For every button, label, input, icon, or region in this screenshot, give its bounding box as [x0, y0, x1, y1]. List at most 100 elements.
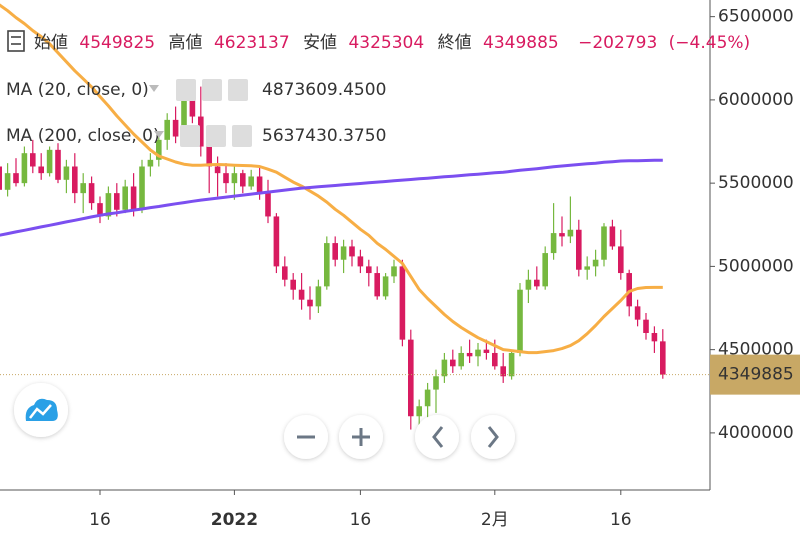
candle-body: [13, 173, 19, 184]
candle-body: [584, 266, 590, 270]
y-tick-label: 5000000: [718, 256, 794, 276]
candle-body: [634, 306, 641, 320]
candle-body: [466, 352, 473, 357]
ma-legend-value: 4873609.4500: [262, 80, 386, 100]
candle-body: [315, 286, 322, 307]
candle-body: [0, 166, 2, 190]
candle-body: [651, 332, 658, 342]
candle-body: [147, 159, 154, 167]
candle-body: [416, 406, 422, 417]
price-label-box: [710, 354, 800, 395]
candle-body: [4, 173, 11, 190]
x-tick-label: 16: [89, 510, 111, 530]
candle-body: [391, 266, 397, 277]
ma-legend-name: MA (200, close, 0): [6, 126, 160, 146]
candle-body: [164, 119, 170, 140]
high-label: 高値: [169, 33, 203, 53]
candle-body: [340, 246, 347, 260]
close-label: 終値: [438, 33, 472, 53]
candle-body: [290, 279, 296, 290]
zoom-in-button[interactable]: [339, 415, 383, 459]
candle-body: [366, 266, 372, 274]
zoom-out-button[interactable]: [284, 415, 328, 459]
candle-body: [46, 149, 53, 174]
x-tick-label: 2022: [211, 510, 258, 530]
candle-body: [97, 203, 103, 217]
candle-body: [626, 273, 632, 307]
candle-body: [408, 339, 414, 417]
menu-icon[interactable]: [7, 30, 25, 52]
candle-body: [273, 216, 280, 267]
candle-body: [601, 226, 607, 260]
candle-body: [72, 166, 78, 194]
candle-body: [525, 279, 532, 290]
candle-body: [542, 253, 548, 287]
candle-body: [30, 153, 36, 167]
candle-body: [88, 183, 95, 204]
scroll-right-button[interactable]: [471, 415, 515, 459]
candle-body: [282, 266, 288, 280]
change-percent: (−4.45%): [669, 33, 751, 53]
candle-body: [248, 176, 254, 187]
candle-body: [265, 193, 271, 217]
candle-body: [458, 352, 464, 367]
candle-body: [332, 243, 338, 260]
y-tick-label: 4000000: [718, 423, 794, 443]
candle-body: [324, 243, 330, 287]
candle-body: [567, 229, 574, 237]
candle-body: [550, 233, 557, 254]
y-tick-label: 6000000: [718, 90, 794, 110]
candle-body: [475, 349, 481, 357]
y-tick-label: 5500000: [718, 173, 794, 193]
change-value: −202793: [578, 33, 657, 53]
candle-body: [80, 183, 86, 194]
close-value: 4349885: [483, 33, 559, 53]
candle-body: [55, 149, 61, 180]
candle-body: [206, 146, 212, 167]
ma-legend-value: 5637430.3750: [262, 126, 386, 146]
candle-body: [105, 193, 112, 217]
candle-body: [559, 233, 565, 237]
x-tick-label: 16: [350, 510, 372, 530]
candle-body: [223, 173, 229, 184]
candle-body: [592, 259, 599, 267]
candle-body: [21, 153, 28, 184]
candle-body: [424, 389, 431, 407]
candle-body: [450, 359, 456, 367]
candle-body: [374, 273, 380, 297]
candle-body: [156, 139, 162, 160]
candle-body: [298, 289, 305, 300]
candle-body: [500, 366, 506, 377]
x-tick-label: 2月: [481, 510, 509, 530]
ma-legend-controls[interactable]: [149, 79, 252, 147]
candle-body: [198, 116, 204, 147]
candle-body: [483, 349, 490, 353]
candle-body: [181, 99, 187, 137]
moving-average-line: [0, 3, 663, 355]
moving-average-line: [0, 158, 663, 237]
candle-body: [492, 352, 498, 367]
low-value: 4325304: [348, 33, 424, 53]
scroll-left-button[interactable]: [415, 415, 459, 459]
candle-body: [399, 266, 406, 340]
logo[interactable]: [14, 383, 68, 437]
candle-body: [122, 186, 128, 210]
candle-body: [240, 173, 246, 187]
nav-buttons: [284, 415, 515, 459]
price-label: 4349885: [718, 365, 794, 385]
ma-legend-name: MA (20, close, 0): [6, 80, 149, 100]
candle-body: [139, 166, 145, 210]
axes: 4000000450000050000005500000600000065000…: [89, 7, 800, 530]
candle-body: [609, 226, 616, 247]
candle-body: [63, 166, 70, 180]
candle-body: [38, 166, 44, 174]
plot-area: [0, 3, 710, 437]
candle-body: [508, 352, 515, 377]
candle-body: [349, 246, 355, 257]
low-label: 安値: [303, 33, 337, 53]
legend: 始値 4549825 高値 4623137 安値 4325304 終値 4349…: [6, 30, 751, 147]
candle-body: [643, 319, 649, 333]
candle-body: [517, 289, 523, 353]
candle-body: [433, 376, 439, 390]
